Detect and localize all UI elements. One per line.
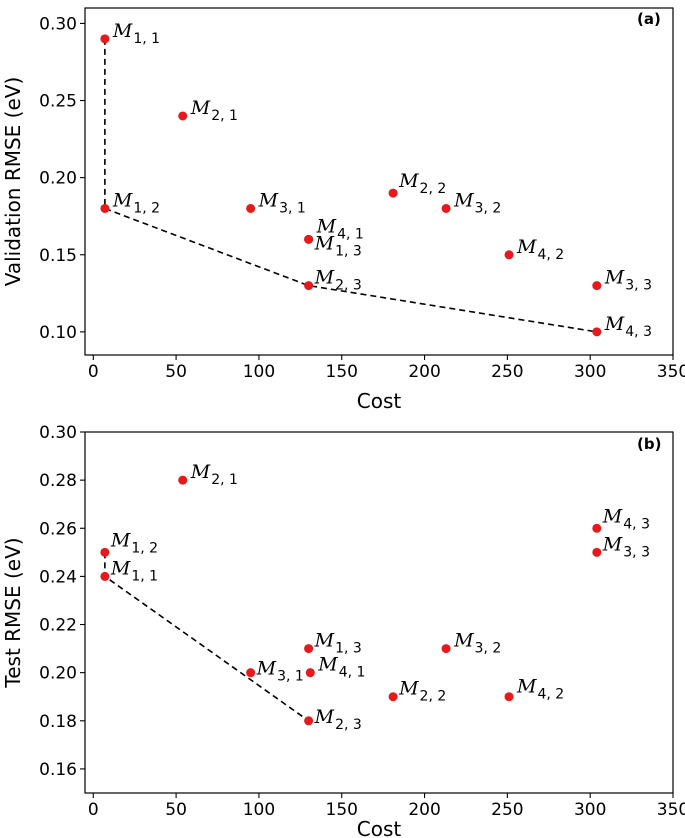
point-label: M4, 2	[516, 236, 564, 263]
x-tick-label: 250	[491, 800, 523, 820]
data-point	[178, 111, 188, 121]
point-label: M3, 3	[604, 267, 652, 294]
point-label: M4, 1	[316, 215, 364, 242]
data-point	[441, 644, 451, 654]
point-label: M3, 2	[453, 189, 501, 216]
data-point	[304, 281, 314, 291]
y-tick-label: 0.18	[39, 712, 77, 732]
x-tick-label: 0	[88, 362, 99, 382]
plot-frame	[84, 7, 674, 356]
data-point	[100, 571, 110, 581]
point-label: M1, 3	[314, 630, 362, 657]
plot-frame	[84, 431, 674, 794]
data-point	[304, 644, 314, 654]
x-tick-label: 0	[88, 800, 99, 820]
point-label: M1, 2	[112, 189, 160, 216]
y-tick-label: 0.20	[39, 664, 77, 684]
data-point	[388, 188, 398, 198]
y-tick-label: 0.20	[39, 169, 77, 189]
point-label: M1, 2	[110, 529, 158, 556]
point-label: M1, 1	[112, 20, 160, 47]
point-label: M4, 1	[317, 654, 365, 681]
data-point	[100, 547, 110, 557]
y-tick-label: 0.26	[39, 519, 77, 539]
x-tick-label: 150	[326, 362, 358, 382]
y-tick-label: 0.30	[39, 14, 77, 34]
panel-tag: (b)	[637, 435, 661, 453]
point-label: M2, 1	[190, 461, 238, 488]
x-tick-label: 50	[165, 800, 187, 820]
x-tick-label: 100	[243, 362, 275, 382]
data-point	[304, 716, 314, 726]
panel-tag: (a)	[637, 10, 661, 28]
data-point	[592, 327, 602, 337]
point-label: M1, 1	[110, 557, 158, 584]
x-tick-label: 250	[491, 362, 523, 382]
data-point	[246, 203, 256, 213]
panel-b: 0 50 100 150 200 250 300 350 0.16 0.18 0.20 0.22 0.2…	[1, 423, 685, 838]
y-axis-label: Validation RMSE (eV)	[1, 77, 25, 287]
y-tick-label: 0.30	[39, 423, 77, 443]
data-point	[592, 281, 602, 291]
y-tick-label: 0.28	[39, 471, 77, 491]
data-point	[592, 523, 602, 533]
y-tick-label: 0.16	[39, 760, 77, 780]
point-label: M2, 2	[398, 170, 446, 197]
point-label: M3, 2	[453, 630, 501, 657]
y-tick-label: 0.10	[39, 323, 77, 343]
data-point	[305, 668, 315, 678]
x-tick-label: 350	[657, 362, 685, 382]
panel-a: 0 50 100 150 200 250 300 350 0.10 0.15 0.20 0.25 0.3…	[1, 7, 685, 413]
point-label: M3, 1	[256, 658, 304, 685]
x-tick-label: 300	[574, 362, 606, 382]
point-label: M4, 2	[516, 676, 564, 703]
point-label: M2, 2	[398, 678, 446, 705]
point-label: M4, 3	[604, 313, 652, 340]
data-point	[246, 668, 256, 678]
x-tick-label: 50	[165, 362, 187, 382]
point-label: M2, 1	[190, 97, 238, 124]
data-point	[441, 203, 451, 213]
data-point	[504, 250, 514, 260]
y-tick-label: 0.22	[39, 616, 77, 636]
y-tick-label: 0.24	[39, 567, 77, 587]
x-tick-label: 200	[408, 800, 440, 820]
y-tick-label: 0.25	[39, 92, 77, 112]
point-label: M3, 3	[602, 533, 650, 560]
x-axis-label: Cost	[357, 817, 402, 838]
x-tick-label: 300	[574, 800, 606, 820]
data-point	[100, 203, 110, 213]
data-point	[100, 34, 110, 44]
point-label: M2, 3	[314, 267, 362, 294]
data-point	[504, 692, 514, 702]
data-point	[304, 234, 314, 244]
x-axis-label: Cost	[357, 389, 402, 413]
x-tick-label: 100	[243, 800, 275, 820]
point-label: M1, 3	[314, 232, 362, 259]
point-label: M3, 1	[258, 189, 306, 216]
data-point	[178, 475, 188, 485]
data-point	[592, 547, 602, 557]
point-label: M4, 3	[602, 505, 650, 532]
x-tick-label: 150	[326, 800, 358, 820]
pareto-front-line	[104, 38, 597, 333]
x-tick-label: 200	[408, 362, 440, 382]
data-point	[388, 692, 398, 702]
point-label: M2, 3	[314, 706, 362, 733]
y-tick-label: 0.15	[39, 246, 77, 266]
y-axis-label: Test RMSE (eV)	[1, 537, 25, 688]
x-tick-label: 350	[657, 800, 685, 820]
